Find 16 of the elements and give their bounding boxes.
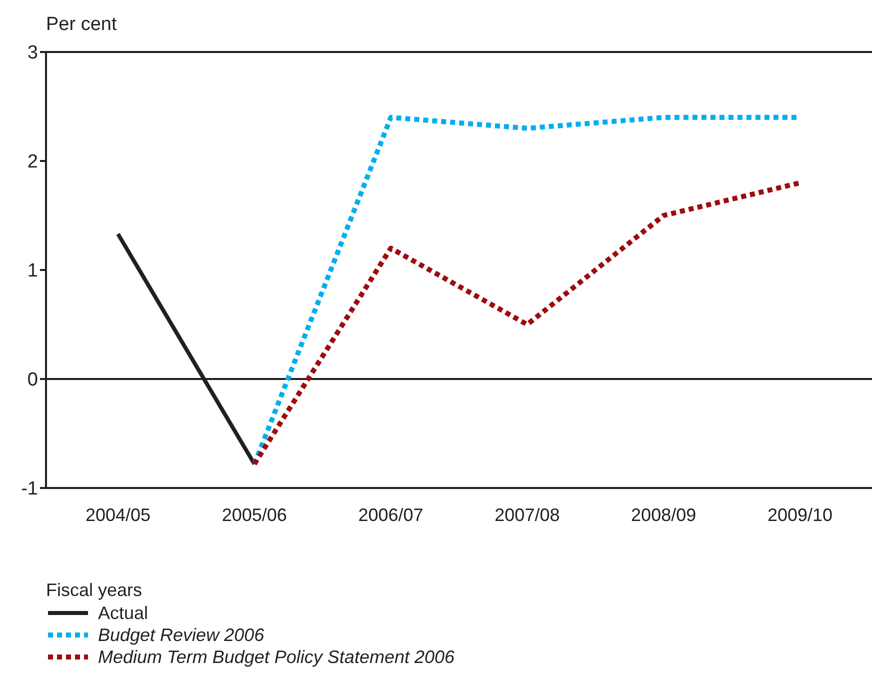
x-tick-label: 2009/10 xyxy=(767,504,833,525)
x-tick-label: 2004/05 xyxy=(85,504,151,525)
legend-label: Medium Term Budget Policy Statement 2006 xyxy=(97,646,456,668)
x-tick-label: 2008/09 xyxy=(631,504,696,525)
x-tick-label: 2007/08 xyxy=(494,504,560,525)
y-tick-label: -1 xyxy=(21,478,38,500)
x-tick-label: 2005/06 xyxy=(222,504,287,525)
x-tick-label: 2006/07 xyxy=(358,504,424,525)
y-tick-label: 1 xyxy=(27,260,38,282)
y-tick-label: 0 xyxy=(27,370,38,391)
y-axis-title: Per cent xyxy=(46,14,117,36)
x-axis-title: Fiscal years xyxy=(46,579,144,602)
y-tick-label: 3 xyxy=(27,42,38,64)
legend-label: Actual xyxy=(97,602,150,624)
y-tick-label: 2 xyxy=(27,152,38,173)
legend-label: Budget Review 2006 xyxy=(97,624,266,646)
